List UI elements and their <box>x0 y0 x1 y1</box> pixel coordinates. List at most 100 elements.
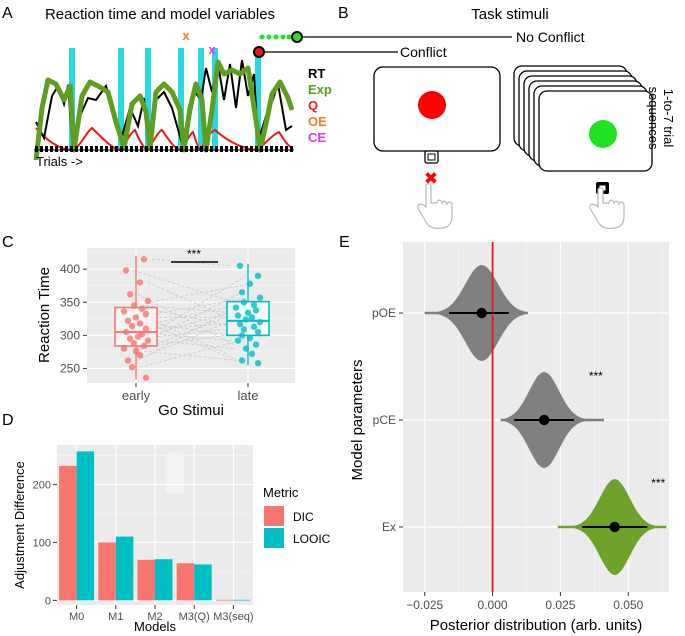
trial-tick <box>240 146 243 152</box>
stimulus-bar <box>145 48 151 151</box>
y-tick-label: Ex <box>382 520 396 534</box>
x-tick-label: 0.000 <box>478 598 508 612</box>
red-stimulus <box>418 91 446 119</box>
point-early <box>138 305 146 313</box>
point-early <box>130 340 138 347</box>
trial-tick <box>70 146 73 152</box>
point-early <box>126 291 134 298</box>
hand-icon <box>589 187 625 229</box>
trial-tick <box>185 146 188 152</box>
point-late <box>246 334 254 342</box>
y-tick-label: 300 <box>60 328 80 342</box>
point-late <box>256 318 264 326</box>
paired-line <box>135 319 235 361</box>
legend-q: Q <box>308 98 318 113</box>
x-tick-label: 0.050 <box>613 598 643 612</box>
paired-line <box>155 340 235 349</box>
sequence-label-line1: 1-to-7 trial <box>661 89 676 148</box>
y-tick-label: 250 <box>60 361 80 375</box>
oe-marker: x <box>182 28 190 43</box>
point-late <box>252 341 260 348</box>
paired-line <box>137 326 251 340</box>
posterior-intervals: *** *** <box>449 307 666 533</box>
legend-label-looic: LOOIC <box>293 532 331 546</box>
sequence-label-line2: sequences <box>646 87 661 150</box>
trial-tick <box>200 146 203 152</box>
point-late <box>238 357 246 364</box>
bar-dic-m3seq <box>215 599 234 601</box>
trial-tick <box>290 146 293 152</box>
point-early <box>142 374 150 381</box>
point-early <box>134 333 142 340</box>
bar-looic-m1 <box>115 536 134 601</box>
mean-ex <box>609 521 620 533</box>
x-tick-label: M2 <box>147 611 162 623</box>
point-early <box>140 256 148 263</box>
trial-tick <box>135 146 138 152</box>
significance-pce: *** <box>589 369 603 383</box>
trial-tick <box>105 146 108 152</box>
point-early <box>122 328 130 336</box>
axes: 250 300 350 400 early late <box>60 262 259 403</box>
faint-legend-ghost <box>166 452 184 494</box>
mean-poe <box>476 307 487 319</box>
point-late <box>240 326 248 333</box>
trial-tick <box>225 146 228 152</box>
point-early <box>128 322 136 330</box>
trial-tick <box>285 146 288 152</box>
trial-tick <box>140 146 143 152</box>
panel-d-letter: D <box>2 412 14 429</box>
panel-c: C 250 300 350 400 early late *** Reaction Tim… <box>2 234 295 419</box>
trial-tick <box>65 146 68 152</box>
point-late <box>250 323 258 330</box>
point-late <box>234 312 242 319</box>
x-tick-label: early <box>122 388 151 403</box>
response-button-inner <box>427 153 436 161</box>
paired-line <box>153 297 249 315</box>
green-dot <box>273 34 279 40</box>
y-tick-label: pCE <box>373 413 396 427</box>
significance-ex: *** <box>651 476 665 490</box>
trial-tick <box>145 146 148 152</box>
point-late <box>248 350 256 358</box>
point-late <box>240 299 248 306</box>
paired-line <box>145 309 237 338</box>
y-axis-title: Reaction Time <box>36 267 53 363</box>
point-late <box>250 301 258 309</box>
bar-looic-m0 <box>76 451 95 601</box>
conflict-screen: ✖ <box>373 66 501 229</box>
point-early <box>126 335 134 342</box>
trial-tick <box>130 146 133 152</box>
x-axis-title: Go Stimui <box>158 402 224 419</box>
y-tick-label: pOE <box>372 306 396 320</box>
green-dot <box>259 34 265 40</box>
point-late <box>256 294 264 301</box>
trial-tick <box>275 146 278 152</box>
jitter-points <box>120 256 264 381</box>
point-late <box>242 316 250 323</box>
trials-axis-caption: Trials -> <box>36 154 83 169</box>
y-tick-label: 0 <box>45 595 51 607</box>
point-late <box>236 320 244 328</box>
x-tick-label: late <box>238 388 259 403</box>
trial-tick <box>235 146 238 152</box>
point-late <box>234 337 242 344</box>
point-early <box>136 279 144 286</box>
sequence-screens: 1-to-7 trial sequences <box>513 65 676 229</box>
ce-marker: x <box>208 42 216 57</box>
no-conflict-label: No Conflict <box>516 29 585 45</box>
trial-tick <box>165 146 168 152</box>
trial-tick <box>100 146 103 152</box>
trial-tick <box>245 146 248 152</box>
trial-tick <box>120 146 123 152</box>
legend-title: Metric <box>263 485 299 500</box>
trial-tick <box>55 146 58 152</box>
point-early <box>144 297 152 305</box>
point-early <box>136 320 144 327</box>
no-conflict-endpoint <box>291 31 303 43</box>
paired-line <box>141 291 243 344</box>
trial-tick <box>220 146 223 152</box>
legend-swatch-dic <box>264 506 284 526</box>
trial-tick <box>95 146 98 152</box>
trial-tick <box>230 146 233 152</box>
